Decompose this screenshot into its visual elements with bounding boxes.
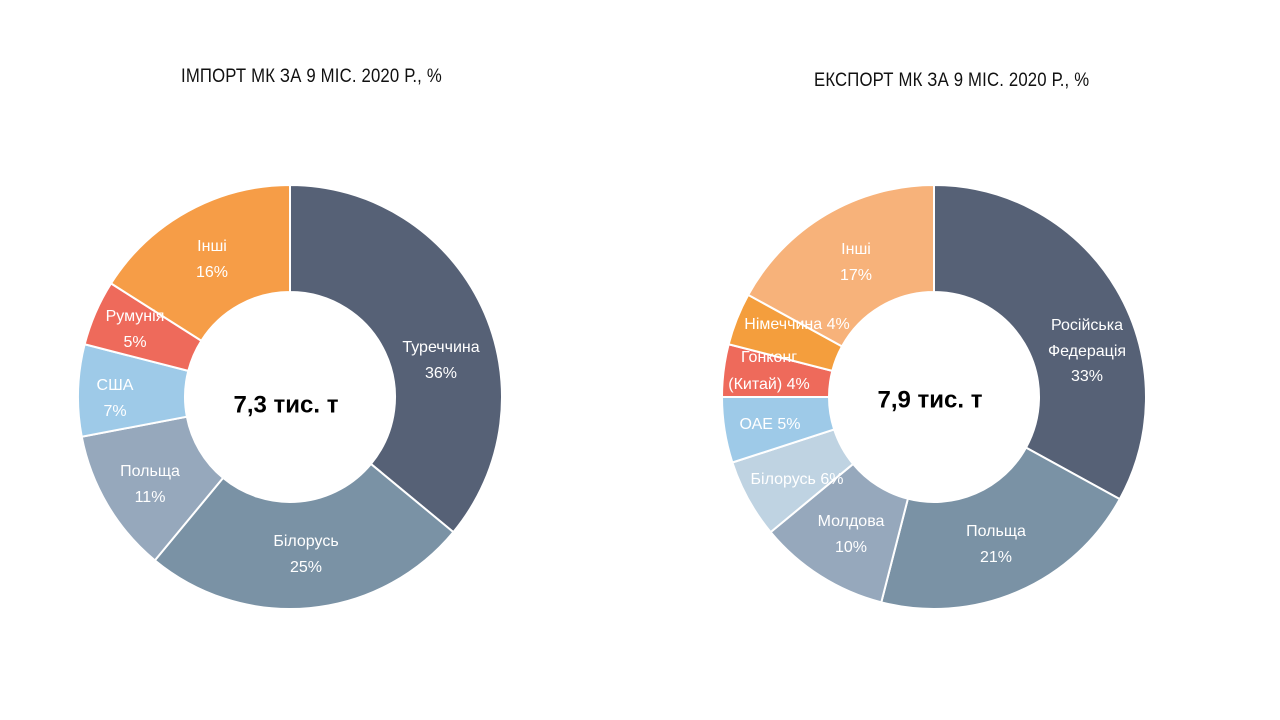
import-slice-label-5: Інші bbox=[197, 238, 227, 255]
export-chart-title: ЕКСПОРТ МК ЗА 9 МІС. 2020 Р., % bbox=[814, 70, 1090, 91]
import-slice-value-1: 25% bbox=[290, 559, 322, 576]
export-slice-value-0: 33% bbox=[1071, 368, 1103, 385]
import-slice-label-3: США bbox=[97, 377, 134, 394]
import-slice-value-4: 5% bbox=[123, 334, 146, 351]
import-slice-1 bbox=[153, 462, 455, 610]
import-slice-5 bbox=[109, 183, 291, 343]
export-slice-7 bbox=[746, 183, 935, 348]
export-slice-label-7: Інші bbox=[841, 241, 871, 258]
export-slice-1 bbox=[880, 446, 1122, 610]
export-slice-value-7: 17% bbox=[840, 267, 872, 284]
import-slice-value-5: 16% bbox=[196, 264, 228, 281]
import-slice-label-0: Туреччина bbox=[402, 339, 479, 356]
export-slice-label-2: Молдова bbox=[818, 513, 885, 530]
export-slice-value-1: 21% bbox=[980, 549, 1012, 566]
export-slice-value-5: (Китай) 4% bbox=[728, 376, 809, 393]
import-slice-value-0: 36% bbox=[425, 365, 457, 382]
export-slice-label-0: Російська bbox=[1051, 317, 1123, 334]
import-slice-label-1: Білорусь bbox=[273, 533, 338, 550]
export-slice-label-4: ОАЕ 5% bbox=[739, 416, 800, 433]
export-slice-label-3: Білорусь 6% bbox=[751, 471, 844, 488]
export-center-total: 7,9 тис. т bbox=[878, 386, 983, 413]
import-slice-value-2: 11% bbox=[135, 489, 166, 506]
export-slice-0 bbox=[933, 183, 1148, 501]
export-slice-value-2: 10% bbox=[835, 539, 867, 556]
import-center-total: 7,3 тис. т bbox=[234, 391, 339, 418]
import-slice-label-2: Польща bbox=[120, 463, 180, 480]
export-slice-label-6: Німеччина 4% bbox=[744, 316, 849, 333]
import-chart-title: ІМПОРТ МК ЗА 9 МІС. 2020 Р., % bbox=[181, 66, 442, 87]
import-slice-0 bbox=[289, 183, 503, 534]
export-slice-label-0-b: Федерація bbox=[1048, 343, 1126, 360]
export-slice-label-5: Гонконг bbox=[741, 349, 797, 366]
export-slice-label-1: Польща bbox=[966, 523, 1026, 540]
import-slice-value-3: 7% bbox=[103, 403, 126, 420]
import-slice-label-4: Румунія bbox=[106, 308, 165, 325]
